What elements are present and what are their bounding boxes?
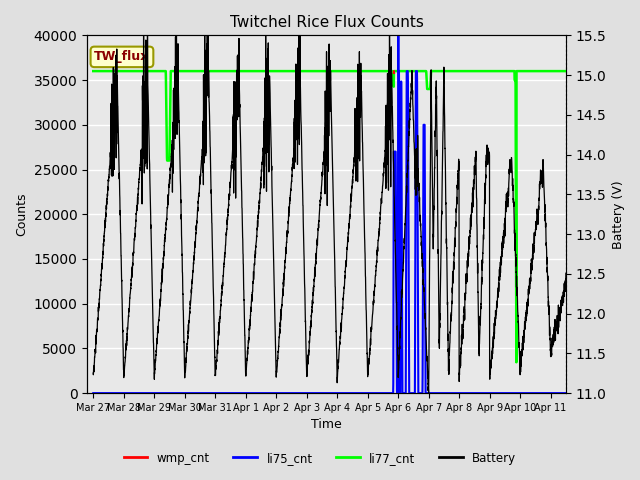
Y-axis label: Battery (V): Battery (V): [612, 180, 625, 249]
X-axis label: Time: Time: [311, 419, 342, 432]
Y-axis label: Counts: Counts: [15, 192, 28, 236]
Text: TW_flux: TW_flux: [94, 50, 150, 63]
Legend: wmp_cnt, li75_cnt, li77_cnt, Battery: wmp_cnt, li75_cnt, li77_cnt, Battery: [119, 447, 521, 469]
Title: Twitchel Rice Flux Counts: Twitchel Rice Flux Counts: [230, 15, 424, 30]
